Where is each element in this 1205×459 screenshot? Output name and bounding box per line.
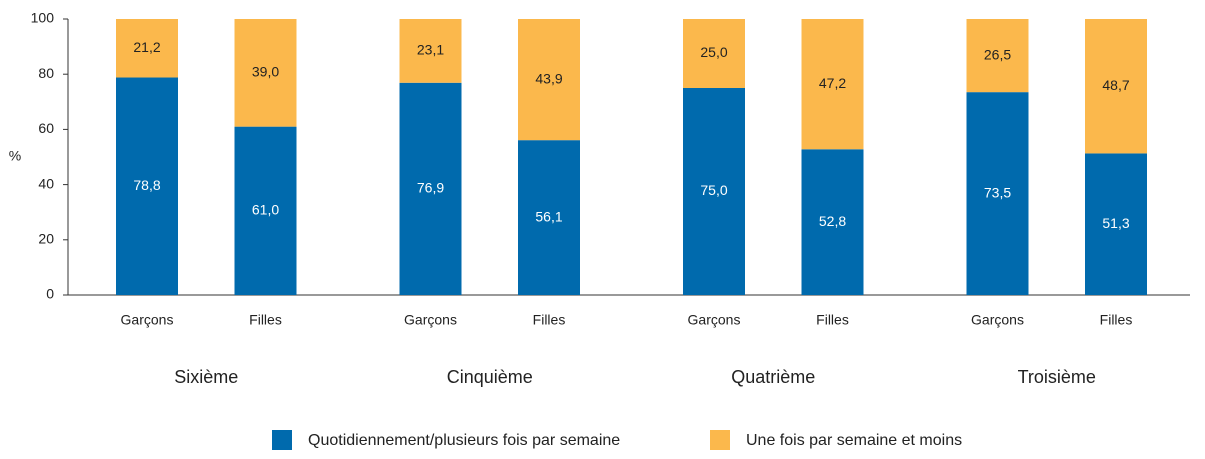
- x-tick-label: Garçons: [121, 312, 174, 328]
- y-tick-label: 40: [38, 175, 54, 191]
- legend-swatch: [272, 430, 292, 450]
- data-label: 25,0: [700, 44, 727, 60]
- bar-segment: [683, 88, 745, 295]
- bar-segment: [234, 126, 297, 295]
- group-label: Troisième: [1018, 367, 1096, 387]
- group-label: Sixième: [174, 367, 238, 387]
- group-label: Quatrième: [731, 367, 815, 387]
- bar-segment: [801, 19, 864, 150]
- data-label: 56,1: [535, 208, 562, 224]
- x-tick-label: Garçons: [971, 312, 1024, 328]
- legend-swatch: [710, 430, 730, 450]
- x-tick-label: Filles: [1100, 312, 1133, 328]
- bar-segment: [801, 149, 864, 295]
- y-tick-label: 60: [38, 120, 54, 136]
- x-tick-label: Garçons: [404, 312, 457, 328]
- bar-segment: [683, 19, 745, 88]
- group-label: Cinquième: [447, 367, 533, 387]
- data-label: 21,2: [133, 39, 160, 55]
- data-label: 61,0: [252, 202, 279, 218]
- x-tick-label: Filles: [249, 312, 282, 328]
- bar-segment: [966, 92, 1029, 295]
- bar-segment: [1085, 153, 1147, 295]
- x-tick-label: Filles: [533, 312, 566, 328]
- bar-segment: [234, 19, 297, 127]
- data-label: 26,5: [984, 46, 1011, 62]
- bar-segment: [518, 19, 580, 141]
- bar-segment: [116, 19, 178, 78]
- bar-segment: [966, 19, 1029, 93]
- data-label: 23,1: [417, 42, 444, 58]
- data-label: 76,9: [417, 180, 444, 196]
- data-label: 75,0: [700, 182, 727, 198]
- y-tick-label: 100: [31, 10, 55, 26]
- y-tick-label: 0: [46, 286, 54, 302]
- y-axis-label: %: [9, 148, 21, 164]
- data-label: 43,9: [535, 70, 562, 86]
- bar-segment: [1085, 19, 1147, 154]
- data-label: 51,3: [1102, 215, 1129, 231]
- y-tick-label: 80: [38, 65, 54, 81]
- legend-label: Une fois par semaine et moins: [746, 432, 962, 449]
- bar-segment: [399, 82, 462, 295]
- data-label: 48,7: [1102, 77, 1129, 93]
- bar-segment: [399, 19, 462, 83]
- data-label: 39,0: [252, 64, 279, 80]
- legend-label: Quotidiennement/plusieurs fois par semai…: [308, 432, 620, 449]
- x-tick-label: Garçons: [688, 312, 741, 328]
- data-label: 47,2: [819, 75, 846, 91]
- bar-segment: [518, 140, 580, 295]
- x-tick-label: Filles: [816, 312, 849, 328]
- bar-segment: [116, 77, 178, 296]
- data-label: 52,8: [819, 213, 846, 229]
- data-label: 73,5: [984, 184, 1011, 200]
- data-label: 78,8: [133, 177, 160, 193]
- y-tick-label: 20: [38, 231, 54, 247]
